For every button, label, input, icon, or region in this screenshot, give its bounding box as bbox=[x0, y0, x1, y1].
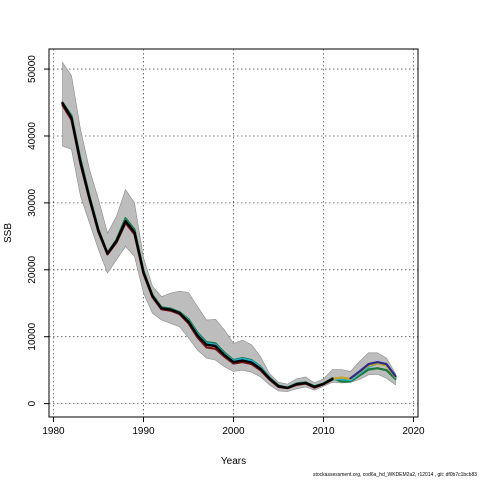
axes-layer: 1980 1990 2000 2010 2020 0 10000 20000 30000 4000… bbox=[27, 55, 425, 437]
confidence-band-layer bbox=[62, 61, 396, 392]
y-tick-label: 10000 bbox=[27, 322, 38, 350]
y-tick-label: 0 bbox=[27, 400, 38, 406]
plot-frame bbox=[48, 48, 419, 418]
series-line bbox=[61, 101, 334, 390]
x-tick-label: 2000 bbox=[222, 426, 245, 437]
y-tick-label: 50000 bbox=[27, 55, 38, 83]
confidence-band bbox=[62, 61, 396, 392]
y-tick-label: 20000 bbox=[27, 255, 38, 283]
x-tick-label: 1990 bbox=[132, 426, 155, 437]
y-tick-label: 30000 bbox=[27, 189, 38, 217]
footer-note: stockassessment.org, cod6a_hd_WKDEM2a2, … bbox=[313, 472, 477, 478]
x-axis-title: Years bbox=[221, 456, 246, 467]
series-lines-layer bbox=[61, 101, 397, 390]
y-axis-title: SSB bbox=[3, 223, 14, 243]
grid-lines bbox=[49, 49, 418, 417]
x-tick-label: 2020 bbox=[402, 426, 425, 437]
x-tick-label: 1980 bbox=[42, 426, 65, 437]
x-tick-label: 2010 bbox=[312, 426, 335, 437]
y-tick-label: 40000 bbox=[27, 122, 38, 150]
series-line bbox=[349, 361, 397, 380]
